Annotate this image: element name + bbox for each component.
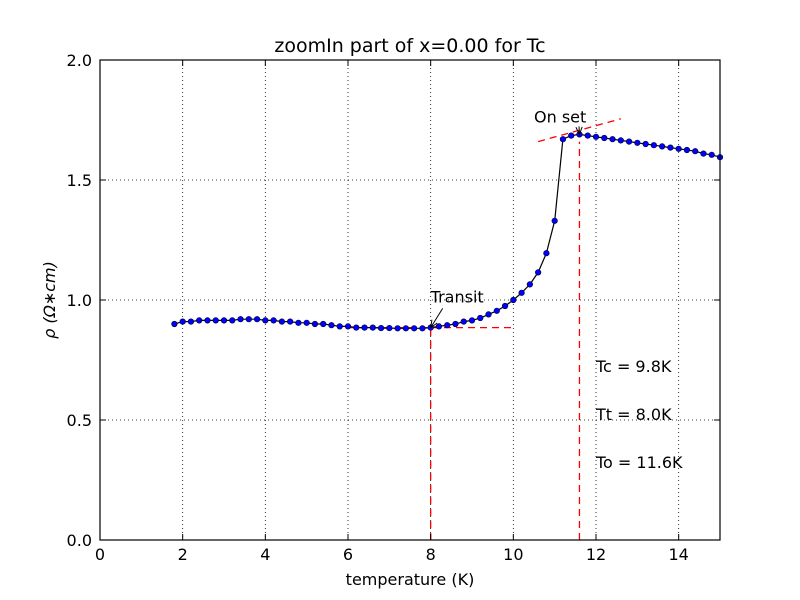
y-tick-label: 0.5 (67, 411, 92, 430)
data-point (518, 289, 525, 296)
data-point (468, 317, 476, 324)
data-point (320, 320, 327, 328)
x-tick-label: 6 (343, 545, 353, 564)
x-tick-label: 14 (668, 545, 688, 564)
grid (100, 60, 720, 540)
data-point (559, 136, 567, 143)
data-point (535, 269, 542, 276)
y-tick-label: 1.5 (67, 171, 92, 190)
data-point (609, 136, 616, 143)
x-axis-label: temperature (K) (346, 570, 475, 589)
x-tick-label: 12 (586, 545, 606, 564)
data-point (452, 320, 459, 328)
data-point (460, 318, 467, 325)
data-point (295, 319, 302, 326)
data-point (444, 322, 451, 329)
data-point (675, 145, 682, 152)
data-point (344, 323, 352, 330)
data-point (543, 250, 550, 257)
y-tick-label: 2.0 (67, 51, 92, 70)
series (171, 131, 724, 332)
data-point (187, 318, 195, 325)
y-tick-label: 1.0 (67, 291, 92, 310)
data-point (526, 281, 533, 288)
text-note: To = 11.6K (595, 453, 683, 472)
data-point (303, 319, 310, 326)
ticks: 0 2 4 6 8 10 12 14 0.0 0.5 1.0 1.5 2.0 (67, 51, 720, 564)
data-point (510, 296, 517, 304)
data-point (353, 324, 360, 331)
data-point (386, 324, 393, 332)
data-point (659, 143, 666, 150)
x-tick-label: 10 (503, 545, 523, 564)
data-point (253, 316, 261, 323)
x-tick-label: 2 (178, 545, 188, 564)
data-point (369, 324, 376, 331)
data-point (419, 325, 426, 332)
chart-title: zoomIn part of x=0.00 for Tc (274, 35, 545, 57)
data-point (179, 318, 186, 325)
data-point (700, 150, 707, 157)
data-point (245, 316, 252, 323)
data-point (650, 142, 657, 149)
data-point (328, 322, 335, 329)
data-point (642, 140, 649, 148)
data-point (336, 323, 343, 330)
data-point (584, 132, 591, 139)
data-point (278, 318, 285, 325)
x-tick-label: 8 (426, 545, 436, 564)
data-point (196, 317, 203, 324)
data-point (501, 302, 509, 310)
data-point (229, 317, 236, 324)
data-point (568, 132, 575, 139)
annotation-label: On set (534, 107, 586, 126)
x-tick-label: 4 (260, 545, 270, 564)
data-point (493, 307, 500, 314)
text-note: Tt = 8.0K (595, 405, 672, 424)
data-point (411, 325, 418, 332)
data-point (485, 311, 492, 318)
data-point (171, 320, 178, 328)
annotation-label: Transit (430, 287, 484, 306)
text-note: Tc = 9.8K (595, 357, 672, 376)
data-point (237, 316, 244, 323)
data-point (377, 324, 385, 332)
data-point (262, 317, 269, 324)
data-point (617, 137, 624, 144)
y-tick-label: 0.0 (67, 531, 92, 550)
data-point (270, 317, 277, 324)
data-point (311, 320, 319, 328)
data-point (634, 139, 641, 146)
annotation-arrowhead (429, 319, 438, 329)
data-point (592, 133, 600, 140)
x-tick-label: 0 (95, 545, 105, 564)
data-point (402, 325, 409, 332)
data-point (212, 317, 219, 324)
data-point (287, 318, 294, 325)
data-point (220, 317, 228, 324)
data-point (204, 317, 211, 324)
data-point (361, 324, 368, 331)
data-point (394, 325, 401, 332)
text-notes: Tc = 9.8K Tt = 8.0K To = 11.6K (595, 357, 683, 472)
data-point (435, 323, 443, 330)
annotation-arrow (430, 308, 444, 328)
data-point (551, 217, 558, 224)
annotation-arrowhead (575, 126, 583, 136)
data-point (667, 144, 674, 151)
data-point (625, 138, 633, 145)
data-point (601, 134, 608, 142)
data-point (477, 314, 484, 322)
data-point (683, 146, 691, 154)
y-axis-label: ρ (Ω∗cm) (40, 261, 59, 339)
data-point (708, 151, 715, 158)
data-point (692, 148, 699, 155)
annotations: Transit On set (429, 107, 586, 329)
